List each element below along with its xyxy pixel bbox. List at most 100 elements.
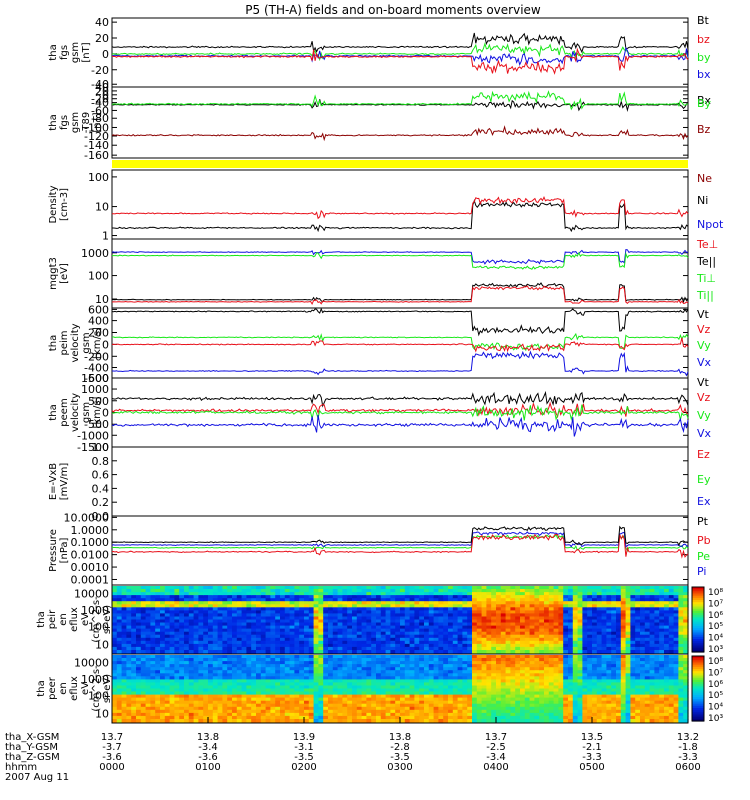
spectrogram-cell <box>160 631 166 636</box>
spectrogram-cell <box>616 607 622 611</box>
spectrogram-cell <box>371 598 377 602</box>
spectrogram-cell <box>414 625 420 630</box>
spectrogram-cell <box>356 670 363 674</box>
spectrogram-cell <box>481 637 487 642</box>
spectrogram-cell <box>472 685 478 690</box>
spectrogram-cell <box>227 622 233 627</box>
spectrogram-cell <box>328 667 334 671</box>
spectrogram-cell <box>256 589 262 593</box>
spectrogram-cell <box>467 691 473 696</box>
spectrogram-cell <box>112 658 118 662</box>
spectrogram-cell <box>366 628 372 633</box>
spectrogram-cell <box>232 640 238 645</box>
y-tick-label: -40 <box>91 78 109 91</box>
spectrogram-cell <box>304 679 310 683</box>
spectrogram-cell <box>568 607 574 611</box>
spectrogram-cell <box>188 712 195 717</box>
spectrogram-cell <box>414 667 420 671</box>
spectrogram-cell <box>659 640 665 645</box>
trace-green <box>112 251 689 270</box>
spectrogram-cell <box>673 589 679 593</box>
spectrogram-cell <box>169 719 175 723</box>
y-tick-label: 0.4 <box>92 482 110 495</box>
spectrogram-cell <box>371 589 377 593</box>
spectrogram-cell <box>337 719 343 723</box>
spectrogram-cell <box>232 712 238 717</box>
spectrogram-cell <box>236 601 243 605</box>
y-axis-label-line: mqgt3 <box>48 257 59 290</box>
spectrogram-cell <box>280 625 286 630</box>
spectrogram-cell <box>284 601 291 605</box>
spectrogram-cell <box>510 592 516 596</box>
spectrogram-cell <box>184 715 190 720</box>
spectrogram-cell <box>640 643 646 648</box>
spectrogram-cell <box>313 589 319 593</box>
spectrogram-cell <box>251 667 257 671</box>
spectrogram-cell <box>222 640 228 645</box>
trace-black <box>111 32 689 54</box>
spectrogram-cell <box>284 673 291 677</box>
spectrogram-cell <box>524 664 531 668</box>
spectrogram-cell <box>366 601 372 605</box>
spectrogram-cell <box>188 673 195 677</box>
spectrogram-cell <box>592 646 598 651</box>
spectrogram-cell <box>164 679 171 683</box>
spectrogram-cell <box>289 610 295 614</box>
spectrogram-cell <box>155 622 161 627</box>
spectrogram-cell <box>457 703 463 708</box>
spectrogram-cell <box>356 673 363 677</box>
spectrogram-cell <box>116 715 123 720</box>
spectrogram-cell <box>208 715 214 720</box>
spectrogram-cell <box>496 628 502 633</box>
spectrogram-cell <box>457 646 463 651</box>
spectrogram-cell <box>500 697 507 702</box>
spectrogram-cell <box>424 643 430 648</box>
spectrogram-cell <box>313 673 319 677</box>
spectrogram-cell <box>308 625 315 630</box>
spectrogram-cell <box>179 661 185 665</box>
spectrogram-cell <box>486 715 492 720</box>
spectrogram-cell <box>179 673 185 677</box>
spectrogram-cell <box>275 622 281 627</box>
spectrogram-cell <box>539 667 545 671</box>
spectrogram-cell <box>438 688 444 693</box>
spectrogram-cell <box>150 613 156 617</box>
spectrogram-cell <box>304 607 310 611</box>
spectrogram-cell <box>150 601 156 605</box>
spectrogram-cell <box>539 655 545 659</box>
spectrogram-cell <box>169 691 175 696</box>
spectrogram-cell <box>654 601 660 605</box>
spectrogram-cell <box>179 589 185 593</box>
spectrogram-cell <box>116 586 123 590</box>
spectrogram-cell <box>496 670 502 674</box>
spectrogram-cell <box>227 643 233 648</box>
spectrogram-cell <box>462 709 468 714</box>
spectrogram-cell <box>390 719 396 723</box>
y-tick-label: 10000 <box>74 587 109 600</box>
spectrogram-cell <box>112 709 118 714</box>
spectrogram-cell <box>390 664 396 668</box>
spectrogram-cell <box>505 679 511 683</box>
spectrogram-cell <box>481 640 487 645</box>
legend-ey: Ey <box>697 473 711 486</box>
spectrogram-cell <box>251 601 257 605</box>
spectrogram-cell <box>644 595 651 599</box>
spectrogram-cell <box>188 703 195 708</box>
spectrogram-cell <box>409 685 415 690</box>
spectrogram-cell <box>664 640 670 645</box>
spectrogram-cell <box>500 586 507 590</box>
spectrogram-cell <box>572 634 579 639</box>
spectrogram-cell <box>275 616 281 621</box>
spectrogram-cell <box>184 610 190 614</box>
spectrogram-cell <box>203 586 209 590</box>
spectrogram-cell <box>371 673 377 677</box>
spectrogram-cell <box>131 700 137 705</box>
spectrogram-cell <box>438 694 444 699</box>
spectrogram-cell <box>582 604 588 608</box>
spectrogram-cell <box>400 691 406 696</box>
spectrogram-cell <box>169 682 175 686</box>
spectrogram-cell <box>496 667 502 671</box>
spectrogram-cell <box>539 709 545 714</box>
spectrogram-cell <box>371 700 377 705</box>
spectrogram-cell <box>659 604 665 608</box>
